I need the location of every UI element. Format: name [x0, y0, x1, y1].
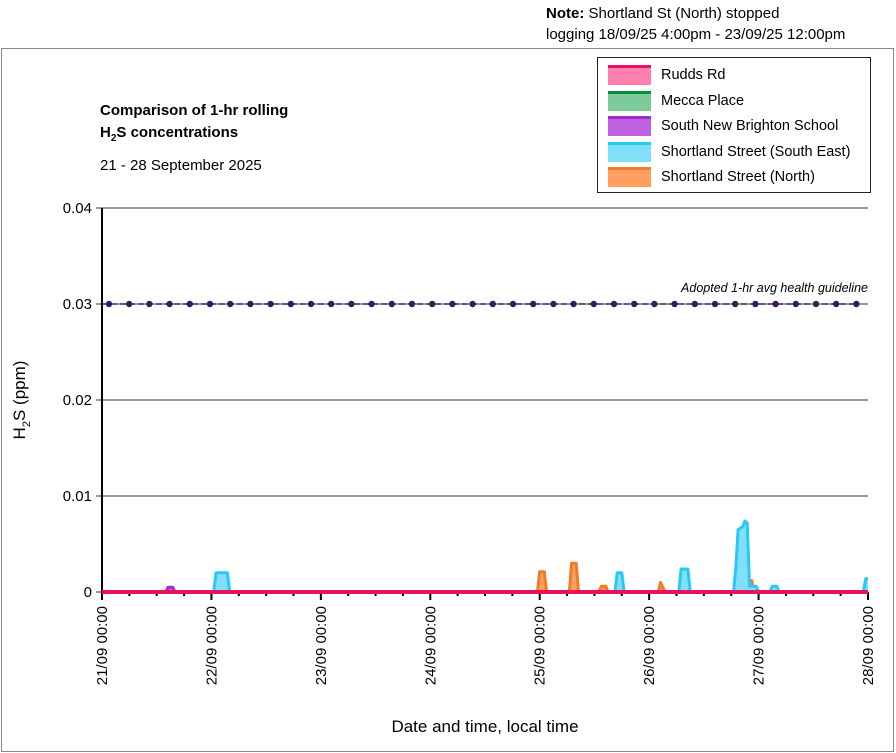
- guideline-marker: [449, 300, 456, 308]
- guideline-marker: [509, 300, 517, 308]
- legend-item: Shortland Street (South East): [608, 141, 850, 163]
- chart-title: Comparison of 1-hr rolling H2S concentra…: [100, 100, 288, 150]
- legend-label: South New Brighton School: [661, 118, 839, 134]
- legend-label: Mecca Place: [661, 92, 745, 109]
- x-tick-label: 28/09 00:00: [860, 606, 877, 685]
- legend-item: South New Brighton School: [608, 115, 838, 137]
- x-tick-label: 23/09 00:00: [313, 606, 330, 685]
- legend-swatch: [608, 167, 651, 187]
- guideline-marker: [166, 300, 173, 308]
- guideline-marker: [388, 300, 395, 308]
- legend-label: Rudds Rd: [661, 67, 726, 83]
- guideline-marker: [429, 300, 436, 308]
- guideline-marker: [146, 300, 153, 308]
- title-line1: Comparison of 1-hr rolling: [100, 102, 289, 119]
- guideline-marker: [691, 300, 698, 308]
- x-tick-label: 24/09 00:00: [422, 606, 439, 685]
- guideline-marker: [550, 300, 557, 308]
- title-h: H: [100, 124, 111, 141]
- guideline-marker: [833, 300, 840, 308]
- note: Note: Shortland St (North) stopped loggi…: [546, 3, 845, 45]
- legend-swatch: [608, 90, 651, 111]
- guideline-marker: [186, 300, 193, 308]
- legend-label: Shortland Street (South East): [661, 143, 851, 160]
- chart-subtitle: 21 - 28 September 2025: [100, 157, 262, 174]
- x-tick-label: 27/09 00:00: [751, 606, 768, 685]
- guideline-marker: [671, 300, 678, 308]
- note-line1: Shortland St (North) stopped: [588, 5, 780, 22]
- guideline-marker: [287, 300, 294, 308]
- guideline-marker: [247, 300, 254, 308]
- guideline-marker: [469, 300, 476, 308]
- title-suffix: S concentrations: [116, 124, 239, 141]
- guideline-marker: [368, 300, 375, 308]
- guideline-marker: [590, 300, 597, 308]
- guideline-marker: [772, 300, 779, 308]
- guideline-marker: [267, 300, 274, 308]
- y-tick-label: 0.03: [63, 296, 92, 313]
- y-tick-label: 0: [84, 584, 92, 601]
- guideline-marker: [610, 300, 618, 308]
- legend-label: Shortland Street (North): [661, 169, 815, 185]
- guideline-marker: [853, 300, 860, 308]
- guideline-marker: [328, 300, 335, 308]
- guideline-marker: [631, 300, 638, 308]
- guideline-marker: [530, 300, 537, 308]
- guideline-marker: [206, 300, 214, 308]
- y-tick-label: 0.01: [63, 488, 92, 505]
- guideline-marker: [752, 300, 759, 308]
- guideline-marker: [792, 300, 799, 308]
- guideline-marker: [651, 300, 658, 308]
- guideline-marker: [732, 300, 739, 308]
- guideline-marker: [812, 300, 820, 308]
- legend-item: Mecca Place: [608, 90, 744, 112]
- legend-item: Shortland Street (North): [608, 166, 815, 188]
- legend-swatch: [608, 65, 651, 85]
- legend-swatch: [608, 116, 651, 136]
- legend-item: Rudds Rd: [608, 64, 725, 86]
- guideline-marker: [227, 300, 234, 308]
- legend-swatch: [608, 141, 651, 162]
- guideline-marker: [126, 300, 133, 308]
- x-tick-label: 22/09 00:00: [203, 606, 220, 685]
- note-label: Note:: [546, 5, 585, 22]
- y-tick-label: 0.04: [63, 200, 92, 217]
- guideline-marker: [711, 300, 719, 308]
- x-tick-label: 25/09 00:00: [532, 606, 549, 685]
- guideline-marker: [105, 300, 113, 308]
- title-sub: 2: [110, 133, 117, 144]
- guideline-marker: [570, 300, 577, 308]
- note-line2: logging 18/09/25 4:00pm - 23/09/25 12:00…: [546, 26, 846, 43]
- y-axis-label: H2S (ppm): [10, 361, 33, 440]
- legend: Rudds Rd Mecca Place South New Brighton Sc…: [597, 57, 871, 193]
- x-tick-label: 26/09 00:00: [641, 606, 658, 685]
- guideline-marker: [348, 300, 355, 308]
- chart-frame: [1, 48, 894, 752]
- x-axis-label: Date and time, local time: [391, 717, 578, 736]
- x-tick-label: 21/09 00:00: [94, 606, 111, 685]
- guideline-label: Adopted 1-hr avg health guideline: [680, 281, 868, 295]
- y-tick-label: 0.02: [63, 392, 92, 409]
- guideline-marker: [408, 300, 416, 308]
- guideline-marker: [489, 300, 496, 308]
- guideline-marker: [307, 300, 315, 308]
